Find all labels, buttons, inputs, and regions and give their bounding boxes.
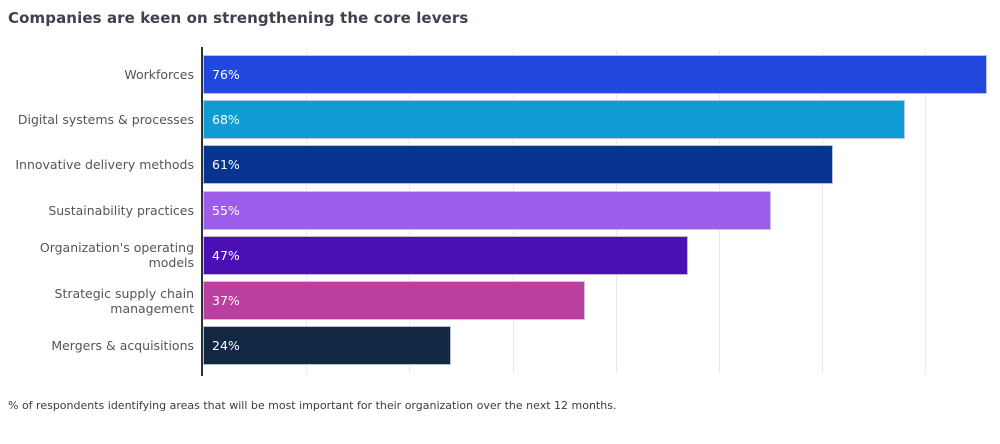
footnote: % of respondents identifying areas that … bbox=[8, 399, 617, 412]
bar-row: Digital systems & processes 68% bbox=[0, 97, 1000, 142]
bar: 76% bbox=[203, 55, 988, 95]
category-label: Mergers & acquisitions bbox=[51, 338, 194, 354]
category-label: Innovative delivery methods bbox=[15, 157, 194, 173]
category-label: Sustainability practices bbox=[48, 202, 194, 218]
grid-line bbox=[822, 50, 824, 373]
value-label: 68% bbox=[212, 112, 240, 128]
value-label: 37% bbox=[212, 293, 240, 309]
category-label: Digital systems & processes bbox=[17, 112, 194, 128]
bar: 61% bbox=[203, 145, 833, 185]
bar: 68% bbox=[203, 100, 905, 140]
value-label: 55% bbox=[212, 202, 240, 218]
category-label: Strategic supply chain management bbox=[54, 285, 194, 316]
value-label: 47% bbox=[212, 247, 240, 263]
grid-line bbox=[925, 50, 927, 373]
value-label: 61% bbox=[212, 157, 240, 173]
bar-rows: Workforces 76% Digital systems & processes… bbox=[0, 52, 1000, 368]
bar-row: Innovative delivery methods 61% bbox=[0, 142, 1000, 187]
category-label: Organization's operating models bbox=[39, 240, 194, 271]
bar: 24% bbox=[203, 326, 451, 366]
bar-row: Organization's operating models 47% bbox=[0, 233, 1000, 278]
bar-chart: Workforces 76% Digital systems & processes… bbox=[0, 47, 1000, 380]
y-axis-line bbox=[201, 47, 203, 376]
bar: 37% bbox=[203, 281, 585, 321]
bar: 55% bbox=[203, 190, 771, 230]
bar-row: Workforces 76% bbox=[0, 52, 1000, 97]
value-label: 76% bbox=[212, 67, 240, 83]
category-label: Workforces bbox=[124, 67, 194, 83]
value-label: 24% bbox=[212, 338, 240, 354]
bar-row: Sustainability practices 55% bbox=[0, 188, 1000, 233]
bar-row: Strategic supply chain management 37% bbox=[0, 278, 1000, 323]
chart-title: Companies are keen on strengthening the … bbox=[8, 9, 469, 27]
bar-row: Mergers & acquisitions 24% bbox=[0, 323, 1000, 368]
bar: 47% bbox=[203, 235, 689, 275]
